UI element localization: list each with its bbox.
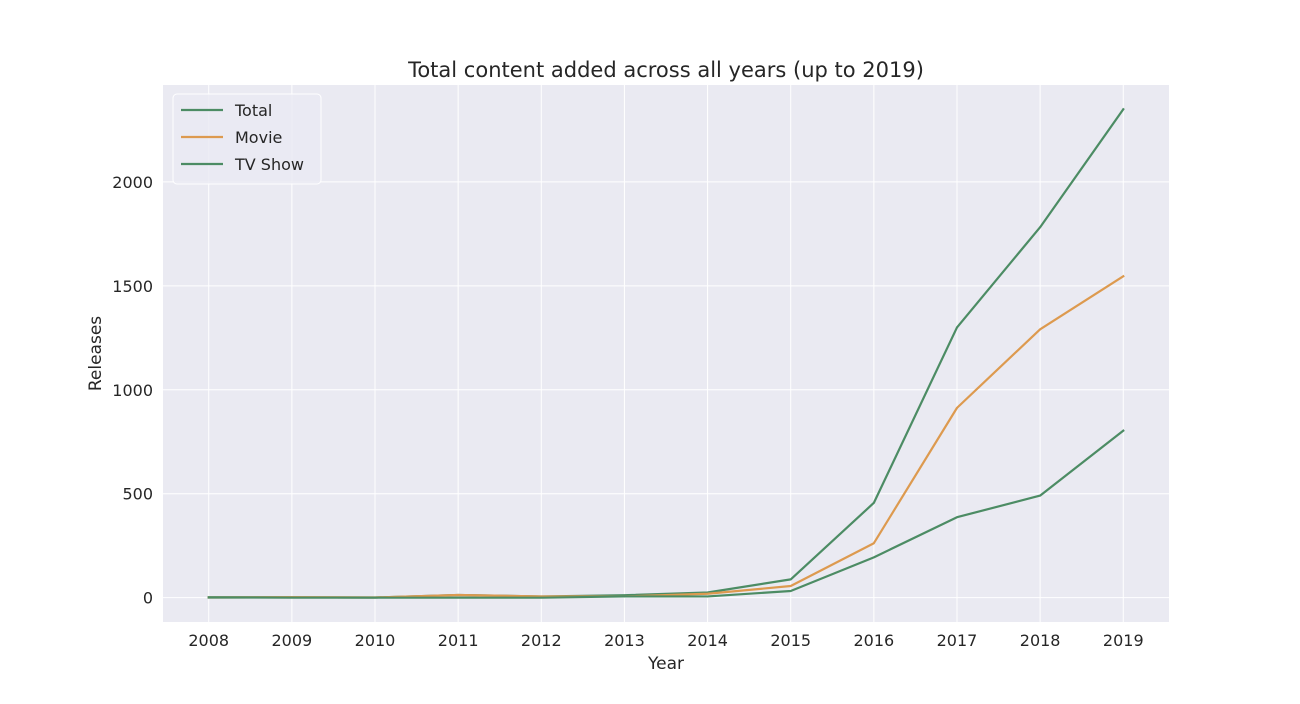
- legend-label-total: Total: [234, 101, 272, 120]
- y-tick-label: 2000: [112, 173, 153, 192]
- y-tick-labels: 0 500 1000 1500 2000: [112, 173, 153, 608]
- legend-label-movie: Movie: [235, 128, 282, 147]
- legend: Total Movie TV Show: [172, 93, 322, 185]
- y-axis-label: Releases: [86, 316, 106, 391]
- gridlines: [163, 85, 1169, 622]
- x-tick-label: 2019: [1103, 631, 1144, 650]
- x-tick-label: 2013: [604, 631, 645, 650]
- x-tick-label: 2018: [1020, 631, 1061, 650]
- x-tick-label: 2008: [188, 631, 229, 650]
- x-tick-label: 2014: [687, 631, 728, 650]
- x-tick-label: 2017: [937, 631, 978, 650]
- y-tick-label: 1500: [112, 277, 153, 296]
- plot-background: [163, 85, 1169, 622]
- x-axis-label: Year: [647, 654, 684, 674]
- legend-label-tv-show: TV Show: [234, 155, 304, 174]
- x-tick-label: 2010: [355, 631, 396, 650]
- chart-title: Total content added across all years (up…: [407, 58, 924, 82]
- legend-box: [172, 93, 322, 185]
- x-tick-label: 2015: [770, 631, 811, 650]
- x-tick-labels: 2008 2009 2010 2011 2012 2013 2014 2015 2016 2017…: [188, 631, 1143, 650]
- x-tick-label: 2009: [272, 631, 313, 650]
- y-tick-label: 0: [143, 589, 153, 608]
- x-tick-label: 2011: [438, 631, 479, 650]
- x-tick-label: 2012: [521, 631, 562, 650]
- series-lines: [207, 107, 1125, 599]
- y-tick-label: 1000: [112, 381, 153, 400]
- y-tick-label: 500: [122, 485, 153, 504]
- x-tick-label: 2016: [853, 631, 894, 650]
- series-line-tv-show: [207, 429, 1125, 599]
